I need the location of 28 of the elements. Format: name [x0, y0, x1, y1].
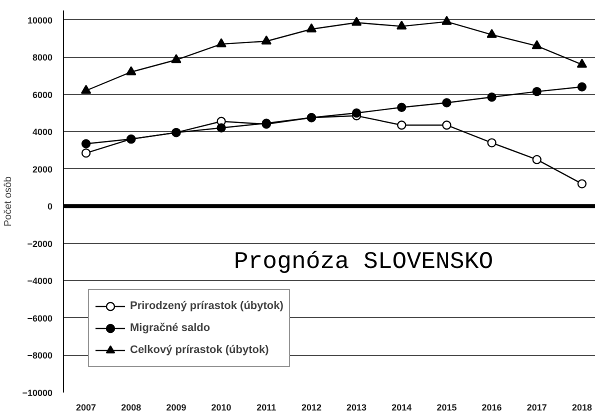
- x-tick-label: 2018: [572, 402, 592, 412]
- y-tick-label: −10000: [22, 388, 53, 398]
- y-tick-label: 8000: [32, 52, 53, 63]
- x-tick-label: 2017: [526, 402, 547, 412]
- legend-label: Prirodzený prírastok (úbytok): [130, 299, 284, 313]
- y-axis-title: Počet osôb: [3, 176, 14, 227]
- x-tick-label: 2007: [76, 402, 96, 412]
- x-tick-label: 2016: [482, 402, 502, 412]
- x-tick-label: 2011: [256, 402, 276, 412]
- x-tick-label: 2010: [211, 402, 232, 412]
- annotation: Prognóza SLOVENSKO: [234, 249, 494, 276]
- y-tick-label: 6000: [32, 90, 53, 100]
- y-tick-label: −6000: [27, 313, 53, 324]
- y-tick-label: −4000: [27, 276, 53, 286]
- y-tick-label: 10000: [27, 15, 53, 26]
- x-tick-label: 2015: [436, 402, 457, 412]
- y-tick-label: −2000: [27, 238, 53, 249]
- x-tick-label: 2014: [392, 402, 412, 412]
- y-tick-label: 0: [47, 202, 53, 212]
- legend-label: Migračné saldo: [130, 321, 210, 335]
- x-tick-label: 2008: [121, 402, 142, 412]
- y-tick-label: −8000: [27, 350, 53, 361]
- y-tick-label: 4000: [32, 127, 53, 138]
- x-tick-label: 2012: [301, 402, 322, 412]
- y-tick-label: 2000: [32, 164, 53, 174]
- x-tick-label: 2009: [166, 402, 186, 412]
- x-tick-label: 2013: [346, 402, 367, 412]
- legend-label: Celkový prírastok (úbytok): [130, 343, 269, 357]
